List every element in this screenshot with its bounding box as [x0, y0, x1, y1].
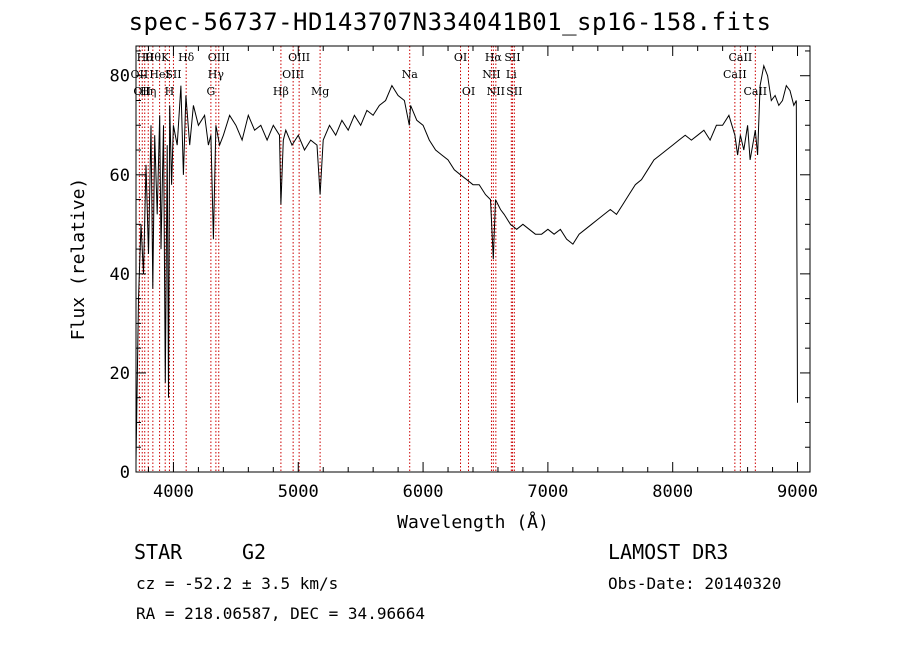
line-label: K — [161, 51, 170, 64]
line-label: OI — [462, 85, 475, 98]
axis-ticks: 4000 5000 6000 7000 8000 9000 0 20 40 60 80 — [110, 46, 818, 502]
line-label: Hα — [485, 51, 503, 64]
spectral-line-labels: OII OII Hθ Hη Hθ HeI K H SII Hδ G Hγ OIII Hβ OIII OIII M… — [131, 51, 768, 98]
line-label: Hδ — [178, 51, 195, 64]
line-label: SII — [504, 51, 520, 64]
line-label: CaII — [729, 51, 753, 64]
line-label: Mg — [311, 85, 329, 98]
spectrum-series-line — [135, 63, 798, 463]
y-tick-label: 60 — [110, 166, 130, 186]
x-tick-label: 7000 — [527, 482, 568, 502]
x-tick-label: 5000 — [278, 482, 319, 502]
y-axis-label: Flux (relative) — [68, 178, 89, 341]
y-tick-label: 0 — [120, 463, 130, 483]
line-label: Na — [402, 68, 419, 81]
line-label: Li — [506, 68, 517, 81]
spectrum-chart: OII OII Hθ Hη Hθ HeI K H SII Hδ G Hγ OIII Hβ OIII OIII M… — [68, 45, 818, 533]
object-subclass: G2 — [242, 540, 267, 564]
line-label: HeI — [149, 68, 169, 81]
line-label: Hθ — [137, 51, 154, 64]
line-label: Hθ — [145, 51, 162, 64]
line-label: OIII — [288, 51, 310, 64]
line-label: CaII — [723, 68, 747, 81]
survey-name: LAMOST DR3 — [608, 540, 729, 564]
y-tick-label: 80 — [110, 67, 130, 87]
line-label: CaII — [743, 85, 767, 98]
x-tick-label: 9000 — [777, 482, 818, 502]
plot-frame — [135, 45, 811, 473]
x-tick-label: 8000 — [652, 482, 693, 502]
line-label: OII — [133, 85, 151, 98]
y-tick-label: 40 — [110, 265, 130, 285]
line-label: Hγ — [208, 68, 225, 81]
line-label: SII — [165, 68, 181, 81]
y-tick-label: 20 — [110, 364, 130, 384]
line-label: G — [206, 85, 215, 98]
spectral-line-markers — [138, 46, 756, 472]
x-tick-label: 6000 — [403, 482, 444, 502]
line-label: OIII — [208, 51, 230, 64]
line-label: SII — [506, 85, 522, 98]
line-label: Hη — [140, 85, 156, 98]
object-class: STAR — [134, 540, 183, 564]
line-label: OIII — [282, 68, 304, 81]
line-label: NII — [487, 85, 505, 98]
line-label: OII — [131, 68, 149, 81]
line-label: Hβ — [273, 85, 289, 98]
line-label: NII — [482, 68, 500, 81]
redshift-velocity: cz = -52.2 ± 3.5 km/s — [136, 574, 339, 593]
line-label: OI — [454, 51, 467, 64]
x-tick-label: 4000 — [153, 482, 194, 502]
observation-date: Obs-Date: 20140320 — [608, 574, 782, 593]
line-label: H — [165, 85, 175, 98]
coordinates: RA = 218.06587, DEC = 34.96664 — [136, 604, 425, 623]
chart-title: spec-56737-HD143707N334041B01_sp16-158.f… — [128, 8, 772, 36]
x-axis-label: Wavelength (Å) — [397, 511, 549, 533]
